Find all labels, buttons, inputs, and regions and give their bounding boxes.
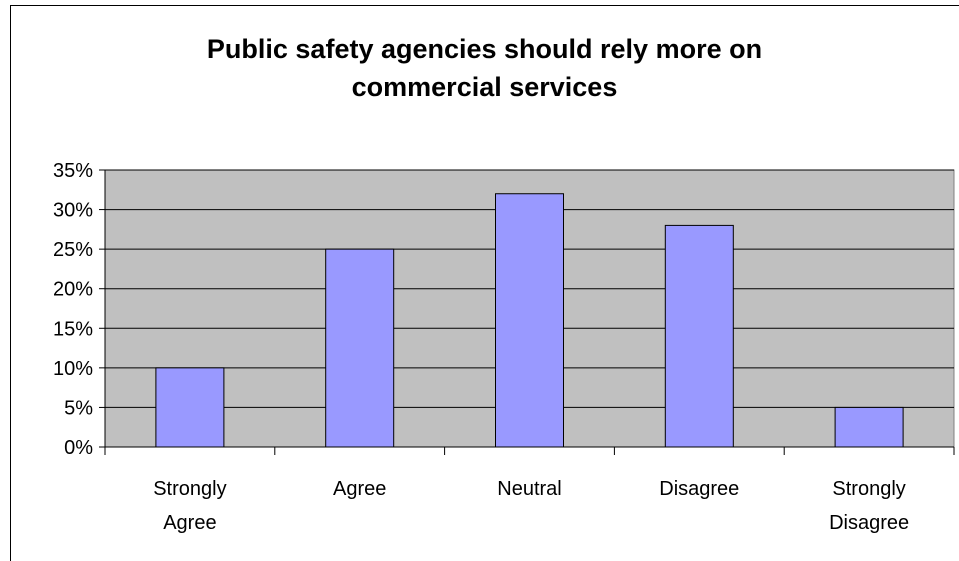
x-tick-label: Neutral xyxy=(497,478,561,500)
x-tick-label: Strongly Disagree xyxy=(829,478,909,534)
x-tick-label-line: Disagree xyxy=(829,512,909,534)
chart-title-line-1: Public safety agencies should rely more … xyxy=(206,34,763,64)
y-tick-label: 30% xyxy=(53,200,93,222)
bar xyxy=(155,367,225,448)
x-tick-label: Agree xyxy=(333,478,386,500)
x-tick-label-line: Strongly xyxy=(832,478,905,500)
chart-title: Public safety agencies should rely more … xyxy=(10,30,959,106)
x-tick-label: Strongly Agree xyxy=(153,478,226,534)
y-tick-label: 0% xyxy=(64,437,93,459)
bar xyxy=(325,248,395,448)
x-tick-label-line: Disagree xyxy=(659,478,739,500)
bar xyxy=(495,193,564,448)
chart-frame xyxy=(10,5,959,561)
y-tick-label: 15% xyxy=(53,318,93,340)
y-tick-label: 5% xyxy=(64,397,93,419)
x-tick-label-line: Neutral xyxy=(497,478,561,500)
x-tick-label-line: Strongly xyxy=(153,478,226,500)
y-tick-label: 10% xyxy=(53,358,93,380)
bar xyxy=(834,406,904,448)
x-tick-label-line: Agree xyxy=(333,478,386,500)
bar xyxy=(664,224,734,448)
y-tick-label: 25% xyxy=(53,239,93,261)
x-tick-label: Disagree xyxy=(659,478,739,500)
chart-title-line-2: commercial services xyxy=(351,72,618,102)
y-tick-label: 20% xyxy=(53,279,93,301)
y-tick-label: 35% xyxy=(53,160,93,182)
x-tick-label-line: Agree xyxy=(163,512,216,534)
